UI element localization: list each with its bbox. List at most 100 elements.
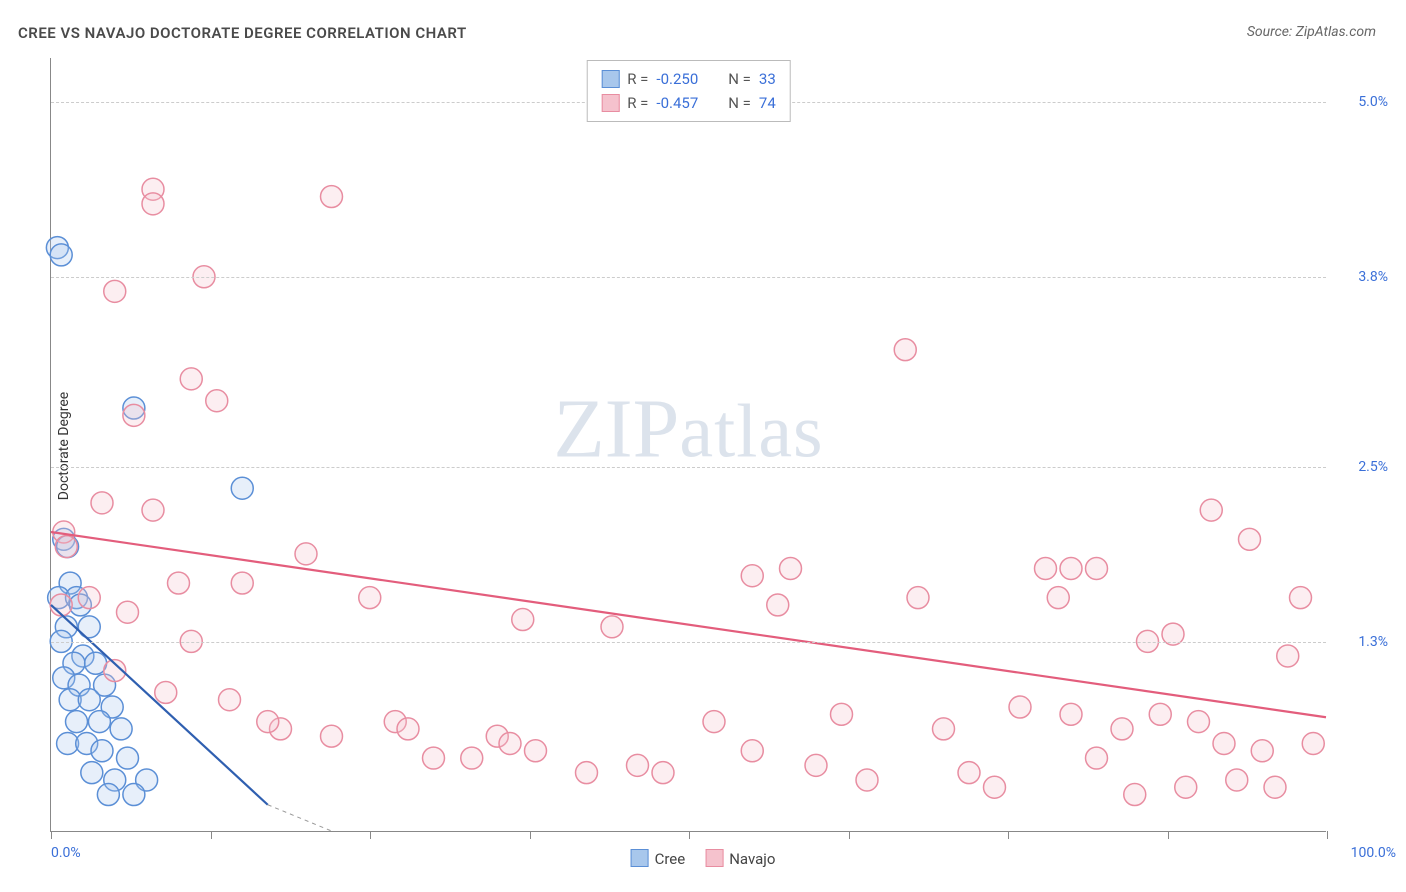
trend-line	[51, 532, 1326, 717]
data-point	[155, 681, 177, 703]
data-point	[512, 609, 534, 631]
data-point	[1086, 747, 1108, 769]
data-point	[321, 186, 343, 208]
chart-title: CREE VS NAVAJO DOCTORATE DEGREE CORRELAT…	[18, 24, 467, 42]
data-point	[142, 499, 164, 521]
data-point	[123, 784, 145, 806]
data-point	[1251, 740, 1273, 762]
legend-swatch	[705, 849, 723, 867]
legend-item: Cree	[631, 849, 686, 868]
data-point	[78, 689, 100, 711]
data-point	[767, 594, 789, 616]
x-tick	[849, 831, 850, 839]
legend-swatch	[631, 849, 649, 867]
gridline	[51, 642, 1326, 643]
legend-row: R = -0.250 N = 33	[601, 67, 776, 91]
data-point	[831, 703, 853, 725]
legend-item: Navajo	[705, 849, 775, 868]
data-point	[219, 689, 241, 711]
legend-r-label: R =	[627, 67, 648, 91]
data-point	[142, 193, 164, 215]
data-point	[50, 594, 72, 616]
data-point	[1277, 645, 1299, 667]
data-point	[1035, 557, 1057, 579]
data-point	[894, 339, 916, 361]
x-tick	[1008, 831, 1009, 839]
data-point	[55, 536, 77, 558]
data-point	[741, 565, 763, 587]
chart-container: CREE VS NAVAJO DOCTORATE DEGREE CORRELAT…	[0, 0, 1406, 892]
gridline	[51, 467, 1326, 468]
data-point	[423, 747, 445, 769]
plot-area: ZIPatlas R =-0.250N =33R =-0.457N =74 0.…	[50, 58, 1326, 832]
legend-swatch	[601, 94, 619, 112]
data-point	[168, 572, 190, 594]
x-tick	[1168, 831, 1169, 839]
data-point	[321, 725, 343, 747]
data-point	[1290, 587, 1312, 609]
legend-n-label: N =	[728, 67, 751, 91]
x-tick	[51, 831, 52, 839]
legend-row: R =-0.457N =74	[601, 91, 776, 115]
legend-n-value: 33	[759, 67, 776, 91]
data-point	[1239, 528, 1261, 550]
data-point	[652, 762, 674, 784]
data-point	[1264, 776, 1286, 798]
x-tick	[1327, 831, 1328, 839]
data-point	[359, 587, 381, 609]
data-point	[1086, 557, 1108, 579]
data-point	[117, 747, 139, 769]
data-point	[88, 711, 110, 733]
data-point	[984, 776, 1006, 798]
y-tick-label: 2.5%	[1333, 459, 1388, 475]
data-point	[397, 718, 419, 740]
series-legend: Cree Navajo	[631, 849, 776, 868]
data-point	[805, 754, 827, 776]
data-point	[1149, 703, 1171, 725]
x-tick	[530, 831, 531, 839]
legend-r-label: R =	[627, 91, 648, 115]
legend-n-label: N =	[728, 91, 751, 115]
data-point	[206, 390, 228, 412]
y-tick-label: 3.8%	[1333, 269, 1388, 285]
data-point	[780, 557, 802, 579]
legend-r-value: -0.250	[656, 67, 698, 91]
data-point	[257, 711, 279, 733]
x-tick-label-min: 0.0%	[51, 845, 81, 861]
x-tick	[211, 831, 212, 839]
y-tick-label: 5.0%	[1333, 94, 1388, 110]
y-tick-label: 1.3%	[1333, 634, 1388, 650]
data-point	[1188, 711, 1210, 733]
data-point	[741, 740, 763, 762]
data-point	[958, 762, 980, 784]
data-point	[97, 784, 119, 806]
legend-n-value: 74	[759, 91, 776, 115]
data-point	[91, 740, 113, 762]
data-point	[1111, 718, 1133, 740]
data-point	[1047, 587, 1069, 609]
x-tick	[689, 831, 690, 839]
data-point	[104, 280, 126, 302]
data-point	[601, 616, 623, 638]
plot-svg	[51, 58, 1326, 831]
data-point	[1124, 784, 1146, 806]
legend-label: Navajo	[729, 850, 775, 868]
data-point	[703, 711, 725, 733]
data-point	[295, 543, 317, 565]
data-point	[1060, 703, 1082, 725]
data-point	[1226, 769, 1248, 791]
data-point	[627, 754, 649, 776]
data-point	[78, 587, 100, 609]
data-point	[81, 762, 103, 784]
x-tick	[370, 831, 371, 839]
data-point	[576, 762, 598, 784]
data-point	[91, 492, 113, 514]
data-point	[1200, 499, 1222, 521]
legend-label: Cree	[655, 850, 686, 868]
data-point	[856, 769, 878, 791]
data-point	[1060, 557, 1082, 579]
data-point	[933, 718, 955, 740]
data-point	[907, 587, 929, 609]
data-point	[1302, 733, 1324, 755]
data-point	[110, 718, 132, 740]
